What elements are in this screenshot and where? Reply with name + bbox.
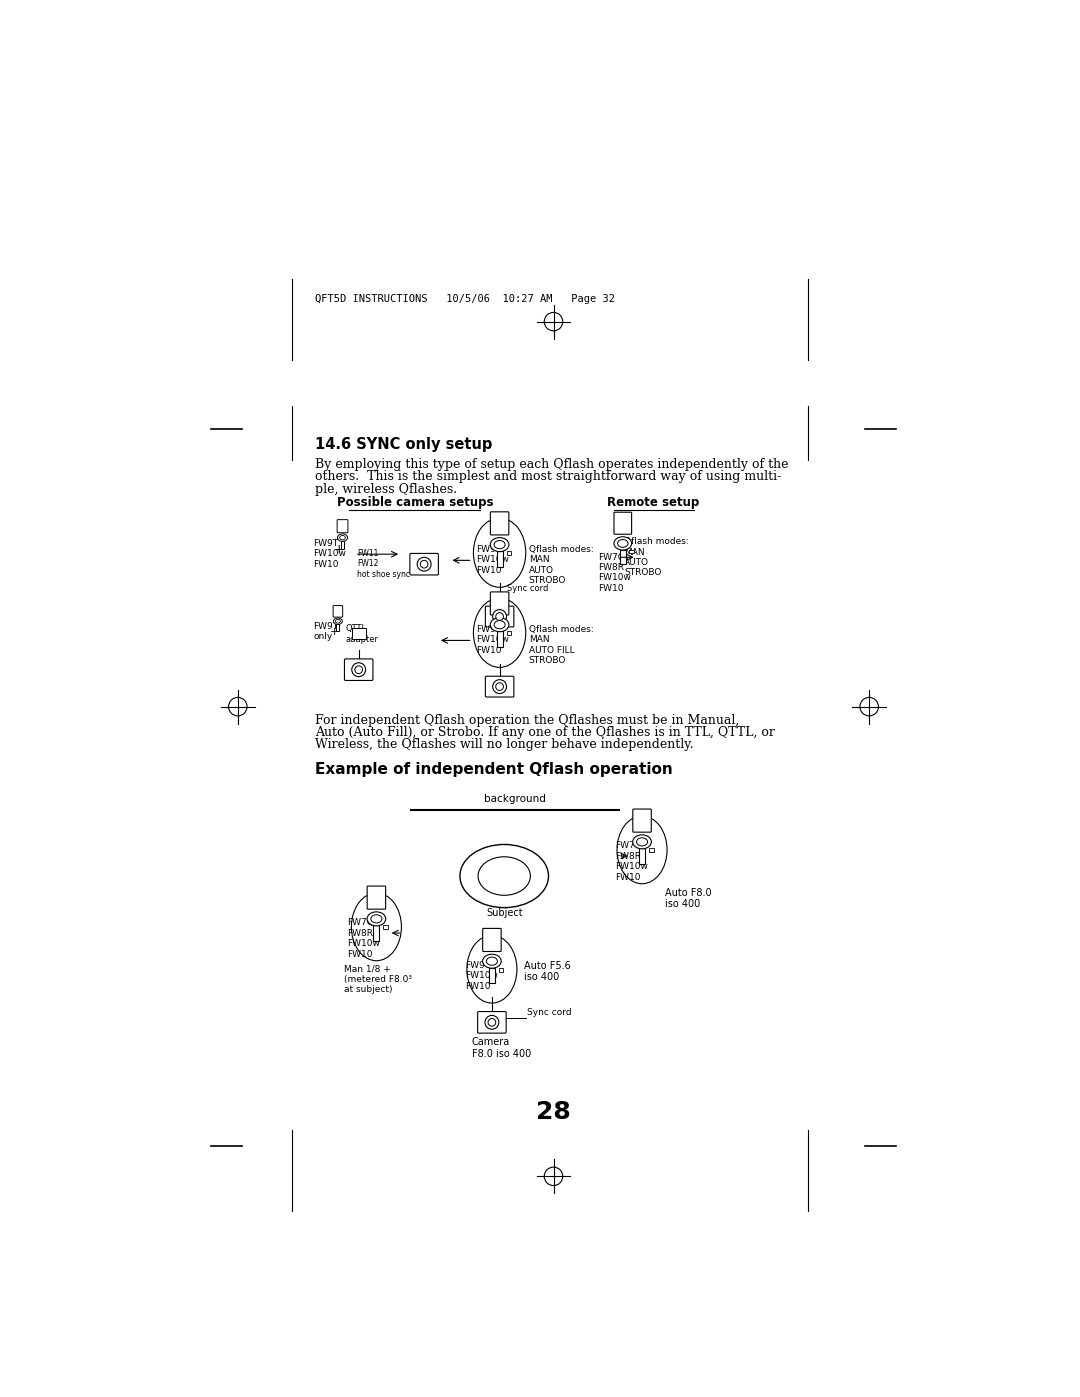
Text: 14.6 SYNC only setup: 14.6 SYNC only setup bbox=[314, 437, 492, 451]
Circle shape bbox=[355, 666, 363, 673]
Text: FW7Q
FW8R
FW10w
FW10: FW7Q FW8R FW10w FW10 bbox=[616, 841, 648, 882]
FancyBboxPatch shape bbox=[367, 886, 386, 909]
Bar bbox=[639, 848, 645, 863]
Ellipse shape bbox=[483, 954, 501, 968]
Bar bbox=[336, 624, 339, 631]
FancyBboxPatch shape bbox=[485, 676, 514, 697]
Ellipse shape bbox=[633, 835, 651, 849]
Ellipse shape bbox=[636, 838, 648, 847]
Text: Remote setup: Remote setup bbox=[607, 496, 700, 510]
Ellipse shape bbox=[367, 912, 386, 926]
Bar bbox=[649, 848, 653, 852]
Ellipse shape bbox=[337, 534, 348, 542]
Text: FW11
FW12
hot shoe sync: FW11 FW12 hot shoe sync bbox=[357, 549, 410, 578]
Ellipse shape bbox=[490, 617, 509, 631]
Ellipse shape bbox=[370, 915, 382, 923]
Bar bbox=[507, 631, 511, 636]
Ellipse shape bbox=[460, 844, 549, 908]
Text: By employing this type of setup each Qflash operates independently of the: By employing this type of setup each Qfl… bbox=[314, 458, 788, 471]
Ellipse shape bbox=[334, 617, 342, 624]
FancyBboxPatch shape bbox=[615, 513, 632, 534]
Text: +: + bbox=[334, 543, 345, 556]
Bar bbox=[489, 968, 495, 983]
Ellipse shape bbox=[478, 856, 530, 895]
Ellipse shape bbox=[490, 538, 509, 552]
Ellipse shape bbox=[340, 535, 346, 539]
Text: Subject: Subject bbox=[486, 908, 523, 918]
FancyBboxPatch shape bbox=[483, 929, 501, 951]
Circle shape bbox=[496, 683, 503, 690]
Circle shape bbox=[352, 662, 366, 676]
Ellipse shape bbox=[618, 539, 629, 548]
Ellipse shape bbox=[494, 620, 505, 629]
Text: Auto F8.0
iso 400: Auto F8.0 iso 400 bbox=[665, 887, 712, 909]
Circle shape bbox=[488, 1018, 496, 1027]
Text: Qflash modes:
MAN
AUTO
STROBO: Qflash modes: MAN AUTO STROBO bbox=[624, 538, 689, 577]
Text: background: background bbox=[484, 793, 545, 805]
Text: FW7Q
FW8R
FW10w
FW10: FW7Q FW8R FW10w FW10 bbox=[347, 918, 380, 958]
FancyBboxPatch shape bbox=[490, 592, 509, 615]
Bar bbox=[630, 549, 634, 553]
Bar bbox=[374, 925, 379, 940]
Text: ple, wireless Qflashes.: ple, wireless Qflashes. bbox=[314, 482, 457, 496]
Text: QFT5D INSTRUCTIONS   10/5/06  10:27 AM   Page 32: QFT5D INSTRUCTIONS 10/5/06 10:27 AM Page… bbox=[314, 295, 615, 305]
Bar bbox=[383, 925, 388, 929]
Ellipse shape bbox=[336, 619, 340, 623]
FancyBboxPatch shape bbox=[333, 605, 342, 617]
Text: FW9T
FW10w
FW10: FW9T FW10w FW10 bbox=[476, 545, 510, 574]
FancyBboxPatch shape bbox=[485, 606, 514, 627]
Text: Sync cord: Sync cord bbox=[527, 1009, 572, 1017]
FancyBboxPatch shape bbox=[345, 659, 373, 680]
Circle shape bbox=[492, 609, 507, 623]
Text: FW9T
FW10w
FW10: FW9T FW10w FW10 bbox=[313, 539, 346, 569]
Text: Wireless, the Qflashes will no longer behave independently.: Wireless, the Qflashes will no longer be… bbox=[314, 738, 693, 752]
Ellipse shape bbox=[494, 541, 505, 549]
Text: Qflash modes:
MAN
AUTO FILL
STROBO: Qflash modes: MAN AUTO FILL STROBO bbox=[529, 624, 594, 665]
Bar bbox=[497, 550, 502, 567]
Text: FW9T
only: FW9T only bbox=[313, 622, 338, 641]
Text: QTTL
adapter: QTTL adapter bbox=[346, 624, 379, 644]
Text: For independent Qflash operation the Qflashes must be in Manual,: For independent Qflash operation the Qfl… bbox=[314, 714, 739, 726]
Text: Man 1/8 +
(metered F8.0³
at subject): Man 1/8 + (metered F8.0³ at subject) bbox=[345, 964, 413, 995]
Bar bbox=[620, 549, 625, 564]
Bar bbox=[352, 629, 366, 638]
Circle shape bbox=[485, 1016, 499, 1030]
FancyBboxPatch shape bbox=[337, 520, 348, 532]
Text: Auto (Auto Fill), or Strobo. If any one of the Qflashes is in TTL, QTTL, or: Auto (Auto Fill), or Strobo. If any one … bbox=[314, 726, 774, 739]
Bar bbox=[507, 550, 511, 555]
Text: Example of independent Qflash operation: Example of independent Qflash operation bbox=[314, 763, 673, 777]
Circle shape bbox=[492, 680, 507, 693]
Text: Auto F5.6
iso 400: Auto F5.6 iso 400 bbox=[524, 961, 571, 982]
Text: Qflash modes:
MAN
AUTO
STROBO: Qflash modes: MAN AUTO STROBO bbox=[529, 545, 594, 585]
Circle shape bbox=[420, 560, 428, 569]
Text: Possible camera setups: Possible camera setups bbox=[337, 496, 494, 510]
Bar bbox=[341, 541, 345, 549]
Bar bbox=[497, 631, 502, 647]
Circle shape bbox=[417, 557, 431, 571]
FancyBboxPatch shape bbox=[633, 809, 651, 833]
Text: +: + bbox=[330, 627, 339, 637]
Text: Camera
F8.0 iso 400: Camera F8.0 iso 400 bbox=[472, 1037, 531, 1059]
Text: FW7Q
FW8R
FW10w
FW10: FW7Q FW8R FW10w FW10 bbox=[598, 553, 631, 592]
FancyBboxPatch shape bbox=[477, 1011, 507, 1034]
FancyBboxPatch shape bbox=[410, 553, 438, 576]
Text: Sync cord: Sync cord bbox=[507, 584, 548, 594]
Ellipse shape bbox=[613, 536, 632, 550]
Ellipse shape bbox=[486, 957, 498, 965]
Bar bbox=[499, 968, 503, 971]
Text: FW9T
FW10w
FW10: FW9T FW10w FW10 bbox=[476, 624, 510, 655]
Text: FW9T
FW10w
FW10: FW9T FW10w FW10 bbox=[465, 961, 498, 990]
Circle shape bbox=[496, 613, 503, 620]
FancyBboxPatch shape bbox=[490, 511, 509, 535]
Text: 28: 28 bbox=[536, 1099, 571, 1123]
Text: others.  This is the simplest and most straightforward way of using multi-: others. This is the simplest and most st… bbox=[314, 471, 781, 483]
